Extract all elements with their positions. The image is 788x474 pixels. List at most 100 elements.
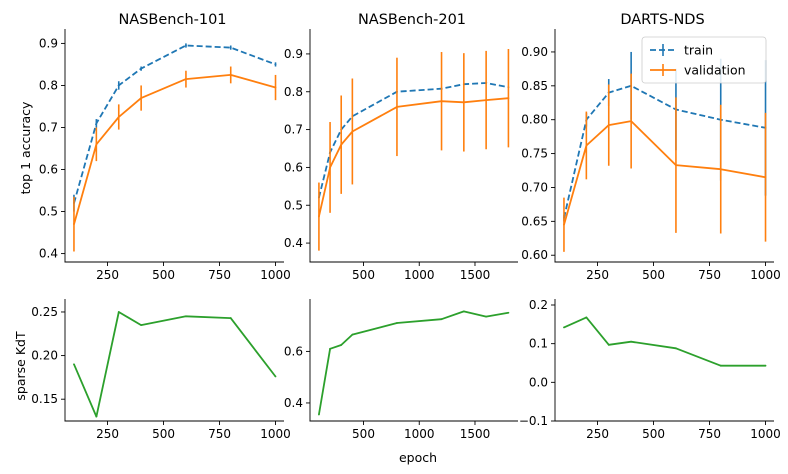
data-point-darts-kdt-sparse-kdt-2	[607, 343, 610, 346]
y-tick-label-darts-kdt-2: 0.1	[529, 337, 548, 351]
panel-title-darts-acc: DARTS-NDS	[620, 12, 704, 28]
y-tick-label-nb201-acc-4: 0.8	[284, 85, 303, 99]
panel-title-nb101-acc: NASBench-101	[118, 12, 226, 28]
data-point-darts-kdt-sparse-kdt-6	[764, 364, 767, 367]
legend-box	[641, 36, 767, 84]
y-tick-label-darts-acc-6: 0.90	[521, 45, 548, 59]
data-point-nb101-acc-validation-1	[95, 143, 98, 146]
data-point-nb101-acc-train-1	[95, 122, 98, 125]
panel-nasbench201-accuracy: 0.4 0.5 0.6 0.7 0.8 0.9 500 1000 1500 NASBench-20…	[284, 12, 518, 282]
x-tick-label-nb201-acc-1: 1000	[404, 268, 435, 282]
data-point-darts-acc-validation-1	[585, 144, 588, 147]
data-point-nb101-kdt-sparse-kdt-5	[229, 317, 232, 319]
data-point-nb101-kdt-sparse-kdt-1	[95, 415, 98, 418]
x-axis-label-epoch: epoch	[399, 450, 437, 465]
x-tick-label-nb201-kdt-0: 500	[352, 427, 375, 441]
x-tick-label-darts-acc-1: 500	[642, 268, 665, 282]
y-tick-label-darts-kdt-1: 0.0	[529, 375, 548, 389]
data-point-darts-acc-validation-5	[719, 168, 722, 171]
data-point-darts-kdt-sparse-kdt-1	[585, 316, 588, 319]
x-tick-label-nb101-kdt-1: 500	[152, 427, 175, 441]
y-tick-label-darts-acc-3: 0.75	[521, 147, 548, 161]
data-point-darts-kdt-sparse-kdt-3	[630, 340, 633, 343]
data-point-nb101-acc-train-6	[274, 63, 277, 66]
data-point-nb201-kdt-sparse-kdt-7	[485, 315, 488, 318]
x-tick-label-nb101-acc-0: 250	[96, 268, 119, 282]
data-point-nb101-acc-validation-6	[274, 86, 277, 89]
panel-darts-nds-kdt: −0.1 0.0 0.1 0.2 250 500 750 1000	[519, 298, 781, 441]
y-tick-label-nb101-kdt-2: 0.25	[31, 305, 58, 319]
panel-title-nb201-acc: NASBench-201	[358, 12, 466, 28]
x-tick-label-darts-acc-3: 1000	[750, 268, 781, 282]
data-point-nb201-acc-validation-1	[329, 166, 331, 169]
y-tick-label-nb101-acc-4: 0.8	[39, 78, 58, 92]
data-point-nb201-kdt-sparse-kdt-0	[318, 413, 320, 416]
data-point-nb101-acc-train-2	[117, 84, 120, 87]
data-point-nb101-kdt-sparse-kdt-2	[117, 311, 120, 313]
y-tick-label-darts-acc-2: 0.70	[521, 180, 548, 194]
y-tick-label-nb201-acc-0: 0.4	[284, 236, 303, 250]
data-point-nb201-kdt-sparse-kdt-1	[329, 347, 331, 350]
data-point-nb101-acc-validation-4	[185, 78, 187, 81]
data-point-nb201-acc-validation-7	[485, 99, 488, 101]
y-tick-label-darts-acc-0: 0.60	[521, 248, 548, 262]
data-point-nb101-acc-train-5	[229, 46, 232, 49]
x-tick-label-darts-acc-0: 250	[586, 268, 609, 282]
data-point-darts-kdt-sparse-kdt-0	[563, 326, 565, 329]
x-tick-label-nb201-kdt-2: 1500	[460, 427, 491, 441]
data-point-nb101-kdt-sparse-kdt-3	[140, 324, 143, 326]
data-point-nb201-acc-validation-2	[340, 143, 343, 146]
data-point-nb101-kdt-sparse-kdt-0	[73, 363, 75, 366]
y-tick-label-nb101-acc-1: 0.5	[39, 205, 58, 219]
y-tick-label-nb101-kdt-0: 0.15	[31, 392, 58, 406]
panel-darts-nds-accuracy: 0.60 0.65 0.70 0.75 0.80 0.85 0.90 250 500 750 100…	[521, 12, 781, 282]
data-point-nb201-kdt-sparse-kdt-8	[507, 311, 510, 314]
x-tick-label-darts-kdt-3: 1000	[750, 427, 781, 441]
legend-label-train: train	[684, 43, 713, 58]
y-tick-label-darts-acc-5: 0.85	[521, 79, 548, 93]
panel-nasbench201-kdt: 0.4 0.6 500 1000 1500	[284, 299, 518, 441]
data-point-nb201-acc-validation-3	[351, 130, 354, 133]
data-point-nb101-acc-validation-2	[117, 116, 120, 118]
data-point-darts-acc-validation-6	[764, 176, 767, 179]
data-point-nb101-acc-validation-0	[73, 223, 75, 226]
data-point-darts-acc-validation-3	[630, 120, 633, 122]
data-point-nb201-kdt-sparse-kdt-4	[396, 322, 398, 324]
y-tick-label-nb101-acc-2: 0.6	[39, 163, 58, 177]
y-tick-label-darts-kdt-3: 0.2	[529, 298, 548, 312]
y-tick-label-nb201-acc-5: 0.9	[284, 47, 303, 61]
y-axis-label-kdt: sparse KdT	[13, 331, 28, 401]
panel-nasbench101-accuracy: 0.4 0.5 0.6 0.7 0.8 0.9 250 500 750 1000 NASBench-…	[39, 12, 291, 282]
y-tick-label-nb101-kdt-1: 0.20	[31, 349, 58, 363]
x-tick-label-nb101-acc-3: 1000	[260, 268, 291, 282]
x-tick-label-darts-acc-2: 750	[698, 268, 721, 282]
data-point-darts-acc-validation-2	[607, 124, 610, 127]
y-tick-label-nb201-kdt-0: 0.4	[284, 396, 303, 410]
data-point-nb201-acc-validation-0	[318, 215, 320, 218]
y-axis-label-accuracy: top 1 accuracy	[18, 101, 33, 194]
x-tick-label-nb201-acc-2: 1500	[460, 268, 491, 282]
x-tick-label-nb201-acc-0: 500	[352, 268, 375, 282]
x-tick-label-nb101-kdt-3: 1000	[260, 427, 291, 441]
data-point-nb101-kdt-sparse-kdt-4	[185, 315, 187, 318]
x-tick-label-darts-kdt-2: 750	[698, 427, 721, 441]
data-point-nb101-acc-train-4	[185, 44, 187, 47]
y-tick-label-nb101-acc-5: 0.9	[39, 36, 58, 50]
x-tick-label-nb101-kdt-0: 250	[96, 427, 119, 441]
data-point-nb201-kdt-sparse-kdt-2	[340, 344, 343, 346]
x-tick-label-nb101-acc-2: 750	[208, 268, 231, 282]
y-tick-label-nb101-acc-3: 0.7	[39, 120, 58, 134]
y-tick-label-darts-acc-4: 0.80	[521, 113, 548, 127]
data-point-nb201-acc-validation-8	[507, 97, 510, 100]
x-tick-label-nb201-kdt-1: 1000	[404, 427, 435, 441]
data-point-darts-acc-validation-0	[563, 223, 565, 226]
data-point-nb101-acc-validation-5	[229, 74, 232, 76]
data-point-nb101-acc-validation-3	[140, 97, 143, 99]
y-tick-label-nb201-acc-2: 0.6	[284, 160, 303, 174]
y-tick-label-nb201-kdt-1: 0.6	[284, 344, 303, 358]
data-point-nb101-acc-train-3	[140, 67, 143, 70]
data-point-nb201-acc-validation-4	[396, 105, 398, 108]
y-tick-label-darts-kdt-0: −0.1	[519, 414, 548, 428]
data-point-nb201-kdt-sparse-kdt-3	[351, 333, 354, 336]
